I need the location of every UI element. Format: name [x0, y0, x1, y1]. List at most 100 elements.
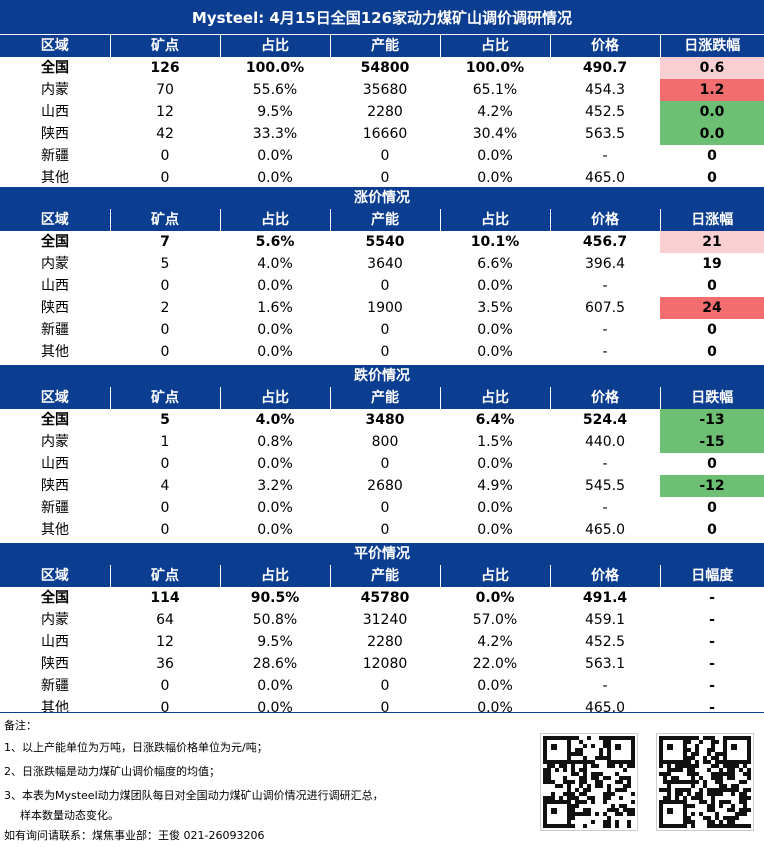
change-cell: - [709, 634, 715, 650]
table-row: 山西 12 9.5% 2280 4.2% 452.5 - [0, 631, 764, 653]
table-cell: 9.5% [257, 634, 293, 650]
table-row: 全国 5 4.0% 3480 6.4% 524.4 -13 [0, 409, 764, 431]
table-cell: 0.0% [477, 456, 513, 472]
table-cell: 新疆 [41, 148, 69, 164]
table-cell: 0.0% [257, 278, 293, 294]
table-row: 陕西 2 1.6% 1900 3.5% 607.5 24 [0, 297, 764, 319]
column-header: 矿点 [110, 565, 221, 587]
table-row: 全国 7 5.6% 5540 10.1% 456.7 21 [0, 231, 764, 253]
table-cell: 12080 [362, 656, 408, 672]
table-cell: - [602, 456, 608, 472]
column-header: 区域 [0, 209, 111, 231]
table-cell: 54800 [360, 60, 410, 76]
change-cell: - [709, 612, 715, 628]
note-line: 1、以上产能单位为万吨，日涨跌幅价格单位为元/吨； [4, 741, 268, 754]
column-header: 占比 [220, 35, 331, 57]
note-line: 2、日涨跌幅是动力煤矿山调价幅度的均值； [4, 765, 220, 778]
table-row: 其他 0 0.0% 0 0.0% 465.0 0 [0, 519, 764, 541]
table-row: 其他 0 0.0% 0 0.0% 465.0 0 [0, 167, 764, 189]
table-cell: 0.0% [477, 678, 513, 694]
table-cell: 1.5% [477, 434, 513, 450]
section-title-row: 涨价情况 [0, 187, 764, 209]
change-cell: 0 [707, 322, 717, 338]
table-cell: - [602, 148, 608, 164]
section-table: 涨价情况 区域 矿点 占比 产能 占比 价格 日涨幅 全国 7 5.6% 5540 10.1% 456.7… [0, 187, 764, 363]
change-cell: -15 [660, 431, 764, 453]
table-cell: 0.0% [477, 322, 513, 338]
table-cell: 全国 [41, 60, 69, 76]
table-cell: 36 [156, 656, 174, 672]
table-cell: 465.0 [584, 170, 626, 186]
table-cell: 0 [380, 500, 390, 516]
column-header: 占比 [220, 565, 331, 587]
header-row: 区域 矿点 占比 产能 占比 价格 日涨幅 [0, 209, 764, 231]
table-cell: 内蒙 [41, 256, 69, 272]
table-cell: 4 [160, 478, 170, 494]
table-row: 全国 114 90.5% 45780 0.0% 491.4 - [0, 587, 764, 609]
table-cell: 33.3% [252, 126, 298, 142]
table-cell: 内蒙 [41, 434, 69, 450]
table-cell: 3.2% [257, 478, 293, 494]
table-row: 新疆 0 0.0% 0 0.0% - 0 [0, 145, 764, 167]
table-cell: 5 [160, 256, 170, 272]
table-row: 山西 0 0.0% 0 0.0% - 0 [0, 275, 764, 297]
table-cell: 6.4% [475, 412, 515, 428]
table-cell: 456.7 [582, 234, 628, 250]
table-cell: 4.0% [257, 256, 293, 272]
table-cell: 0.0% [477, 344, 513, 360]
table-cell: 0 [160, 456, 170, 472]
section-table: 平价情况 区域 矿点 占比 产能 占比 价格 日幅度 全国 114 90.5% 45780 0.0% 49… [0, 543, 764, 719]
table-cell: 4.0% [255, 412, 295, 428]
table-cell: 607.5 [584, 300, 626, 316]
table-cell: 内蒙 [41, 612, 69, 628]
contact-line: 如有询问请联系：煤焦事业部：王俊 021-26093206 [4, 829, 265, 842]
qr-code-icon [656, 733, 754, 831]
change-cell: 19 [702, 256, 722, 272]
table-cell: 31240 [362, 612, 408, 628]
table-row: 内蒙 5 4.0% 3640 6.6% 396.4 19 [0, 253, 764, 275]
table-cell: 114 [150, 590, 180, 606]
column-header: 占比 [440, 565, 551, 587]
change-cell: -13 [660, 409, 764, 431]
table-cell: 全国 [41, 590, 69, 606]
table-row: 全国 126 100.0% 54800 100.0% 490.7 0.6 [0, 57, 764, 79]
change-cell: 21 [660, 231, 764, 253]
table-row: 陕西 36 28.6% 12080 22.0% 563.1 - [0, 653, 764, 675]
table-cell: 0 [380, 322, 390, 338]
table-cell: 459.1 [584, 612, 626, 628]
table-cell: 山西 [41, 104, 69, 120]
table-cell: 0 [380, 700, 390, 716]
table-cell: 其他 [41, 522, 69, 538]
table-cell: 3480 [365, 412, 405, 428]
table-cell: 55.6% [252, 82, 298, 98]
table-row: 新疆 0 0.0% 0 0.0% - - [0, 675, 764, 697]
table-cell: 35680 [362, 82, 408, 98]
table-cell: 5.6% [255, 234, 295, 250]
column-header: 占比 [440, 209, 551, 231]
table-cell: 7 [160, 234, 170, 250]
table-row: 新疆 0 0.0% 0 0.0% - 0 [0, 319, 764, 341]
table-cell: 1 [160, 434, 170, 450]
change-cell: 24 [660, 297, 764, 319]
table-cell: - [602, 278, 608, 294]
table-row: 陕西 42 33.3% 16660 30.4% 563.5 0.0 [0, 123, 764, 145]
table-cell: 6.6% [477, 256, 513, 272]
section-title: 涨价情况 [0, 187, 764, 209]
notes-heading: 备注： [4, 719, 37, 732]
change-cell: 0 [707, 522, 717, 538]
column-header: 价格 [550, 387, 661, 409]
table-cell: 2280 [367, 634, 403, 650]
table-cell: 0.0% [257, 170, 293, 186]
column-header: 产能 [330, 565, 441, 587]
table-row: 内蒙 64 50.8% 31240 57.0% 459.1 - [0, 609, 764, 631]
table-cell: 545.5 [584, 478, 626, 494]
table-cell: 新疆 [41, 500, 69, 516]
table-cell: 3.5% [477, 300, 513, 316]
table-cell: 126 [150, 60, 180, 76]
change-cell: 0 [707, 344, 717, 360]
table-cell: 70 [156, 82, 174, 98]
table-cell: 0.0% [257, 500, 293, 516]
change-cell: 0.0 [660, 123, 764, 145]
table-cell: 0 [160, 278, 170, 294]
table-cell: - [602, 322, 608, 338]
